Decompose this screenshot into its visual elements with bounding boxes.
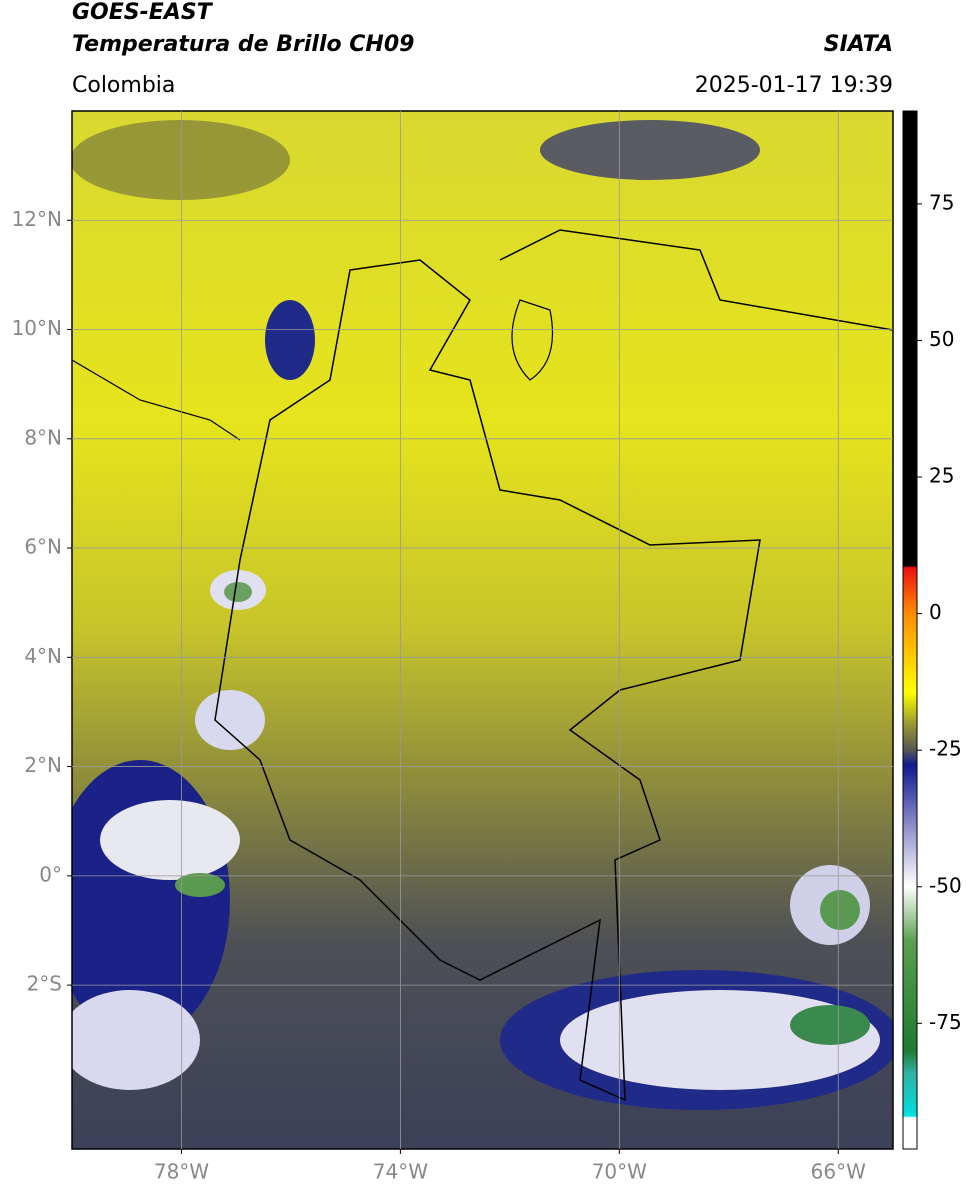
colorbar-tick-label: 75 [929, 190, 954, 214]
y-tick-label: 4°N [24, 644, 62, 668]
satellite-image [72, 111, 893, 1149]
colorbar [902, 110, 918, 1150]
y-tick-label: 10°N [12, 316, 62, 340]
x-tick-label: 70°W [592, 1160, 647, 1184]
colorbar-tick-label: -75 [929, 1010, 962, 1034]
source: SIATA [824, 32, 893, 57]
map-frame [71, 110, 894, 1150]
y-tick-label: 12°N [12, 207, 62, 231]
colorbar-tick-label: 50 [929, 327, 954, 351]
region: Colombia [72, 73, 175, 98]
subtitle: Temperatura de Brillo CH09 [72, 32, 414, 57]
x-tick-label: 74°W [373, 1160, 428, 1184]
x-tick-label: 78°W [154, 1160, 209, 1184]
title: GOES-EAST [72, 0, 214, 25]
colorbar-tick-label: -25 [929, 737, 962, 761]
colorbar-tick-label: 0 [929, 600, 942, 624]
y-tick-label: 6°N [24, 535, 62, 559]
y-tick-label: 0° [39, 862, 62, 886]
datetime: 2025-01-17 19:39 [695, 73, 893, 98]
colorbar-tick-label: 25 [929, 464, 954, 488]
y-tick-label: 2°S [27, 972, 62, 996]
y-tick-label: 2°N [24, 753, 62, 777]
colorbar-tick-label: -50 [929, 873, 962, 897]
x-tick-label: 66°W [811, 1160, 866, 1184]
y-tick-label: 8°N [24, 425, 62, 449]
